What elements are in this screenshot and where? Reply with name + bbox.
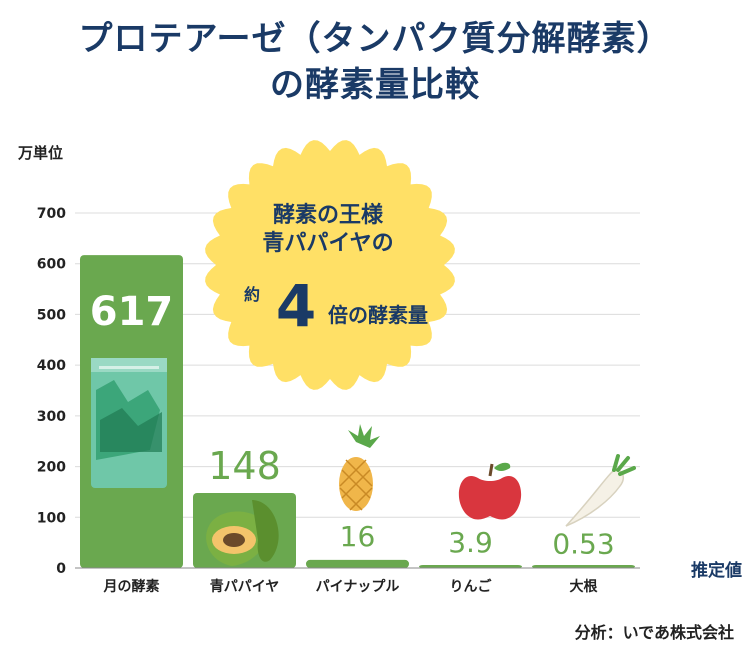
x-tick-label: パイナップル — [316, 579, 400, 595]
title-line-2: の酵素量比較 — [270, 65, 480, 105]
callout-prefix: 約 — [244, 285, 260, 304]
y-tick-label: 400 — [37, 358, 66, 374]
x-tick-label: りんご — [450, 578, 493, 595]
data-label: 3.9 — [448, 526, 493, 559]
y-axis-label: 万単位 — [17, 144, 63, 162]
supplement-pouch-image — [91, 358, 167, 488]
x-axis-label: 推定値 — [691, 560, 742, 581]
bar — [419, 565, 522, 568]
daikon-radish-image — [565, 454, 636, 527]
y-tick-label: 300 — [37, 409, 66, 425]
pineapple-image — [339, 424, 380, 511]
apple-image — [458, 462, 522, 520]
chart-title: プロテアーゼ（タンパク質分解酵素） の酵素量比較 — [0, 16, 750, 108]
x-tick-label: 月の酵素 — [103, 578, 160, 595]
papaya-image — [206, 500, 279, 566]
y-tick-label: 600 — [37, 257, 66, 273]
y-tick-label: 200 — [37, 460, 66, 476]
callout-multiplier: 4 — [276, 272, 316, 340]
callout-line-1: 酵素の王様 — [273, 202, 384, 228]
data-label: 148 — [208, 444, 281, 488]
callout-suffix: 倍の酵素量 — [328, 303, 428, 327]
bar — [306, 559, 409, 568]
callout-badge: 酵素の王様 青パパイヤの 約 4 倍の酵素量 — [205, 140, 455, 390]
title-line-1: プロテアーゼ（タンパク質分解酵素） — [78, 19, 672, 59]
y-tick-label: 500 — [37, 307, 66, 323]
value-labels: 617 148 16 3.9 0.53 — [90, 289, 615, 561]
y-tick-label: 100 — [37, 510, 66, 526]
x-tick-label: 青パパイヤ — [210, 578, 280, 595]
source-credit: 分析：いであ株式会社 — [574, 623, 734, 642]
y-tick-label: 0 — [56, 561, 66, 577]
data-label: 16 — [340, 520, 376, 553]
y-tick-label: 700 — [37, 206, 66, 222]
bar — [532, 565, 635, 568]
data-label: 617 — [90, 289, 174, 335]
x-tick-label: 大根 — [570, 578, 599, 595]
data-label: 0.53 — [552, 528, 614, 561]
callout-line-2: 青パパイヤの — [262, 231, 393, 256]
